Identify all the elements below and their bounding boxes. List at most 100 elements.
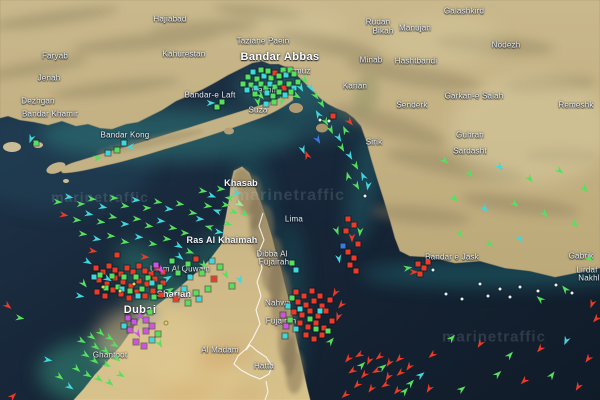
vessel-marker[interactable] (148, 240, 158, 248)
vessel-marker[interactable] (486, 294, 490, 298)
vessel-marker[interactable] (394, 367, 405, 378)
vessel-marker[interactable] (144, 222, 154, 230)
vessel-marker[interactable] (252, 91, 258, 97)
vessel-marker[interactable] (118, 291, 124, 297)
vessel-marker[interactable] (379, 380, 390, 391)
vessel-marker[interactable] (104, 281, 110, 287)
vessel-marker[interactable] (276, 73, 282, 79)
vessel-marker[interactable] (258, 81, 264, 87)
vessel-marker[interactable] (475, 338, 486, 349)
vessel-marker[interactable] (366, 383, 377, 394)
vessel-marker[interactable] (335, 299, 346, 310)
vessel-marker[interactable] (110, 287, 116, 293)
vessel-marker[interactable] (59, 211, 69, 219)
vessel-marker[interactable] (78, 278, 89, 289)
vessel-marker[interactable] (229, 207, 240, 217)
vessel-marker[interactable] (281, 85, 287, 91)
vessel-marker[interactable] (244, 87, 250, 93)
vessel-marker[interactable] (272, 84, 278, 90)
vessel-marker[interactable] (554, 283, 558, 287)
vessel-marker[interactable] (534, 293, 545, 304)
vessel-marker[interactable] (306, 82, 317, 93)
vessel-marker[interactable] (288, 89, 294, 95)
vessel-marker[interactable] (570, 291, 574, 295)
vessel-marker[interactable] (91, 274, 97, 280)
vessel-marker[interactable] (96, 277, 102, 283)
vessel-marker[interactable] (431, 268, 435, 272)
vessel-marker[interactable] (224, 194, 234, 202)
vessel-marker[interactable] (283, 323, 289, 329)
vessel-marker[interactable] (103, 285, 109, 291)
vessel-marker[interactable] (311, 90, 322, 101)
vessel-marker[interactable] (115, 284, 121, 290)
vessel-marker[interactable] (152, 276, 158, 282)
vessel-marker[interactable] (579, 183, 590, 194)
vessel-marker[interactable] (351, 160, 362, 171)
vessel-marker[interactable] (121, 140, 127, 146)
vessel-marker[interactable] (141, 343, 147, 349)
vessel-marker[interactable] (89, 355, 100, 366)
vessel-marker[interactable] (145, 275, 151, 281)
vessel-marker[interactable] (340, 243, 346, 249)
vessel-marker[interactable] (86, 332, 97, 343)
vessel-marker[interactable] (90, 341, 101, 352)
vessel-marker[interactable] (309, 288, 315, 294)
vessel-marker[interactable] (203, 202, 213, 210)
vessel-marker[interactable] (263, 101, 269, 107)
vessel-marker[interactable] (250, 69, 256, 75)
vessel-marker[interactable] (351, 255, 357, 261)
vessel-marker[interactable] (297, 306, 303, 312)
vessel-marker[interactable] (313, 134, 324, 145)
vessel-marker[interactable] (569, 218, 580, 229)
vessel-marker[interactable] (245, 74, 251, 80)
vessel-marker[interactable] (154, 265, 160, 271)
vessel-marker[interactable] (293, 267, 299, 273)
vessel-marker[interactable] (253, 85, 259, 91)
vessel-marker[interactable] (94, 289, 100, 295)
vessel-marker[interactable] (297, 320, 303, 326)
vessel-marker[interactable] (330, 113, 336, 119)
vessel-marker[interactable] (329, 318, 335, 324)
vessel-marker[interactable] (132, 282, 136, 286)
vessel-marker[interactable] (216, 185, 226, 193)
vessel-marker[interactable] (97, 272, 103, 278)
vessel-marker[interactable] (115, 370, 126, 380)
vessel-marker[interactable] (344, 116, 355, 127)
vessel-marker[interactable] (282, 333, 288, 339)
vessel-marker[interactable] (267, 81, 273, 87)
vessel-marker[interactable] (352, 180, 363, 191)
vessel-marker[interactable] (403, 361, 414, 372)
vessel-marker[interactable] (147, 309, 153, 315)
vessel-marker[interactable] (120, 279, 126, 285)
vessel-marker[interactable] (383, 371, 394, 382)
vessel-marker[interactable] (175, 200, 185, 208)
vessel-marker[interactable] (287, 67, 293, 73)
vessel-marker[interactable] (289, 260, 295, 266)
vessel-marker[interactable] (504, 349, 515, 360)
vessel-marker[interactable] (114, 147, 120, 153)
vessel-marker[interactable] (268, 75, 274, 81)
vessel-marker[interactable] (325, 335, 336, 346)
vessel-marker[interactable] (444, 292, 448, 296)
vessel-marker[interactable] (134, 289, 140, 295)
vessel-marker[interactable] (143, 328, 149, 334)
vessel-marker[interactable] (301, 293, 307, 299)
vessel-marker[interactable] (254, 97, 262, 107)
vessel-marker[interactable] (88, 247, 98, 255)
vessel-marker[interactable] (124, 265, 130, 271)
vessel-marker[interactable] (2, 300, 13, 311)
vessel-marker[interactable] (72, 216, 81, 224)
vessel-marker[interactable] (212, 206, 223, 216)
vessel-marker[interactable] (71, 363, 82, 374)
vessel-marker[interactable] (15, 314, 25, 322)
vessel-marker[interactable] (270, 93, 276, 99)
vessel-marker[interactable] (295, 79, 301, 85)
vessel-marker[interactable] (343, 228, 349, 234)
vessel-marker[interactable] (291, 71, 297, 77)
vessel-marker[interactable] (133, 339, 139, 345)
vessel-marker[interactable] (139, 286, 145, 292)
vessel-marker[interactable] (120, 238, 130, 246)
vessel-marker[interactable] (134, 233, 143, 241)
vessel-marker[interactable] (53, 198, 63, 206)
vessel-marker[interactable] (343, 171, 352, 182)
